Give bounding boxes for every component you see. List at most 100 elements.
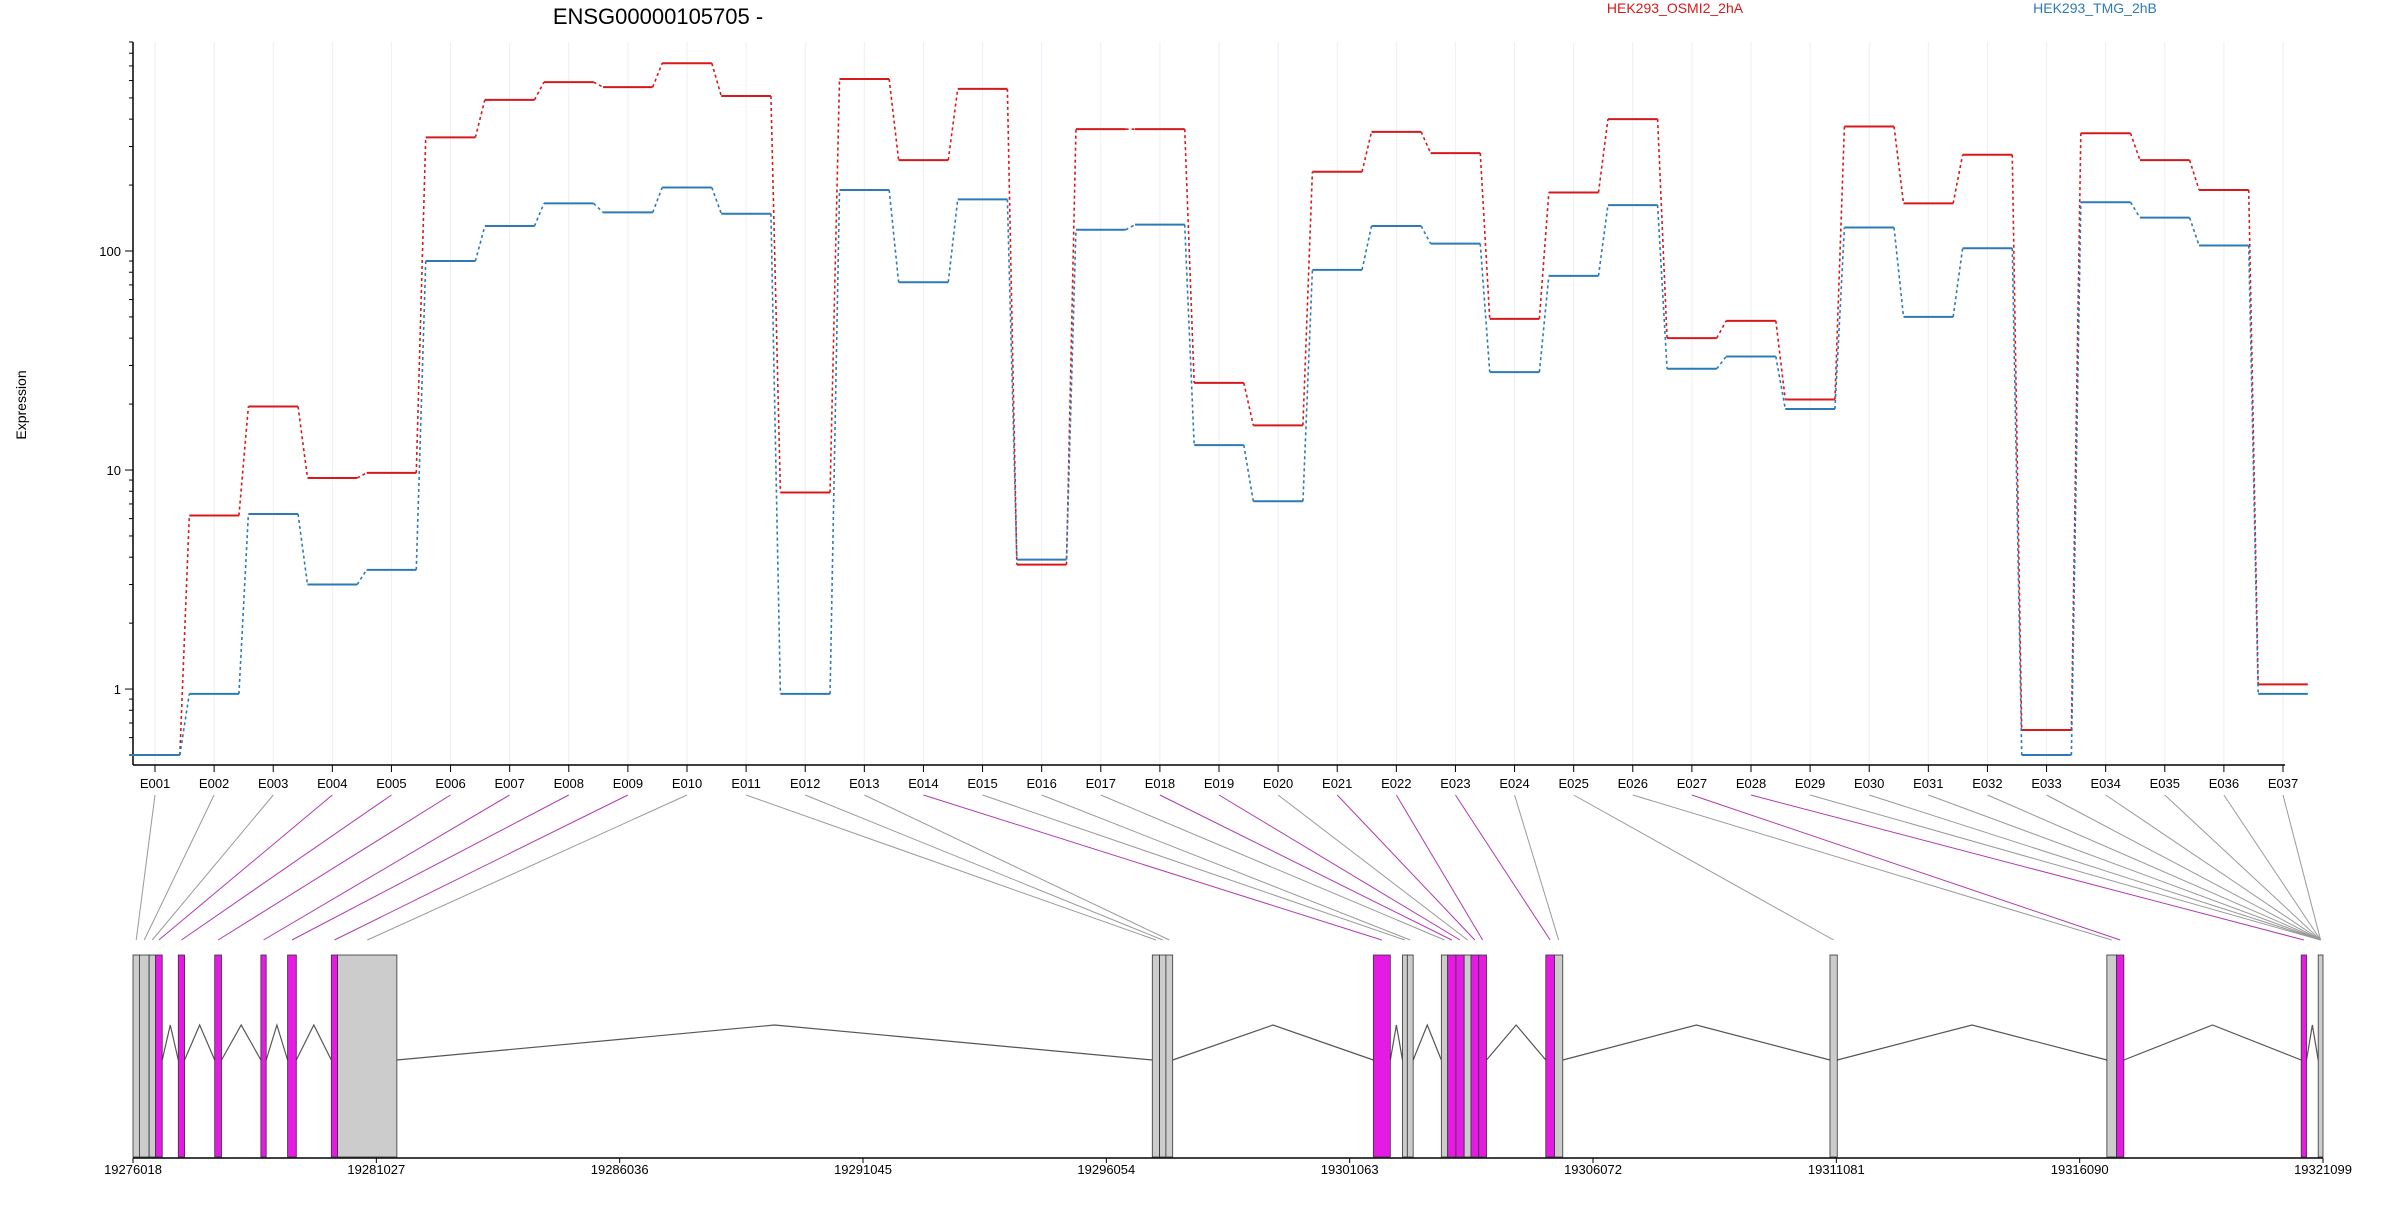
exon-box-E009: [330, 954, 339, 1158]
x-tick-label-E018: E018: [1145, 776, 1175, 791]
connector-E026: [1632, 794, 2112, 941]
connector-HEK293_TMG_2hB: [1893, 227, 1905, 318]
exon-box-E014: [1372, 954, 1391, 1158]
connector-E024: [1514, 794, 1560, 941]
coord-tick-label: 19316090: [2051, 1162, 2109, 1177]
intron: [1412, 1023, 1442, 1061]
exon-box-E016: [1406, 954, 1414, 1158]
exon-box-E024: [1554, 954, 1564, 1158]
connector-HEK293_TMG_2hB: [593, 202, 604, 214]
connector-HEK293_TMG_2hB: [1538, 275, 1550, 373]
connector-E008: [291, 794, 570, 941]
connector-HEK293_OSMI2_2hA: [1479, 153, 1491, 319]
connector-E034: [2105, 794, 2321, 941]
connector-HEK293_OSMI2_2hA: [1716, 320, 1727, 339]
y-axis-label: Expression: [13, 370, 29, 439]
exon-box-E011: [1151, 954, 1160, 1158]
coord-tick-label: 19321099: [2294, 1162, 2352, 1177]
connector-HEK293_TMG_2hB: [474, 225, 486, 262]
connector-HEK293_OSMI2_2hA: [1006, 88, 1018, 565]
connector-HEK293_OSMI2_2hA: [770, 96, 782, 493]
connector-HEK293_OSMI2_2hA: [651, 62, 663, 88]
gene-model-track: 19276018 19281027 19286036 19291045 19296054…: [104, 954, 2352, 1177]
legend-series-osmi: HEK293_OSMI2_2hA: [1607, 0, 1744, 16]
x-tick-label-E021: E021: [1322, 776, 1352, 791]
connector-HEK293_OSMI2_2hA: [1243, 382, 1255, 426]
connector-HEK293_TMG_2hB: [238, 513, 250, 694]
connector-HEK293_TMG_2hB: [2188, 217, 2200, 246]
connector-HEK293_OSMI2_2hA: [1656, 119, 1668, 339]
intron: [1389, 1024, 1404, 1061]
coord-tick-label: 19306072: [1564, 1162, 1622, 1177]
connector-HEK293_TMG_2hB: [2011, 248, 2023, 755]
connector-HEK293_TMG_2hB: [356, 569, 368, 585]
connector-E032: [1987, 794, 2321, 941]
x-tick-label-E004: E004: [317, 776, 347, 791]
connector-HEK293_TMG_2hB: [297, 513, 309, 585]
y-tick-label: 100: [99, 244, 121, 259]
x-tick-label-E016: E016: [1026, 776, 1056, 791]
exon-box-E010: [337, 954, 398, 1158]
y-tick-label: 10: [107, 463, 121, 478]
connector-E035: [2164, 794, 2321, 941]
connector-HEK293_TMG_2hB: [1183, 224, 1195, 446]
x-tick-label-E036: E036: [2209, 776, 2239, 791]
connector-HEK293_TMG_2hB: [1361, 225, 1373, 271]
x-tick-label-E023: E023: [1440, 776, 1470, 791]
connector-HEK293_TMG_2hB: [770, 213, 782, 694]
exon-box-E029: [2317, 954, 2324, 1158]
connector-HEK293_OSMI2_2hA: [1420, 131, 1432, 154]
series-HEK293_OSMI2_2hA: [130, 62, 2308, 756]
connector-HEK293_OSMI2_2hA: [829, 78, 841, 493]
exon-box-E017: [1440, 954, 1449, 1158]
connector-E002: [143, 794, 215, 941]
x-tick-label-E006: E006: [435, 776, 465, 791]
chart-title: ENSG00000105705 -: [553, 4, 763, 29]
x-tick-label-E002: E002: [199, 776, 229, 791]
x-tick-label-E030: E030: [1854, 776, 1884, 791]
exon-box-E004: [155, 954, 163, 1158]
connector-HEK293_OSMI2_2hA: [1361, 131, 1373, 172]
intron: [2123, 1024, 2302, 1061]
connector-HEK293_OSMI2_2hA: [888, 78, 900, 161]
connector-E016: [1041, 794, 1411, 941]
connector-HEK293_TMG_2hB: [1597, 205, 1609, 276]
connector-E015: [982, 794, 1406, 941]
gridlines: [154, 42, 2284, 765]
connector-HEK293_OSMI2_2hA: [2129, 132, 2141, 161]
intron: [265, 1022, 289, 1061]
x-tick-label-E017: E017: [1086, 776, 1116, 791]
x-tick-label-E029: E029: [1795, 776, 1825, 791]
connector-HEK293_OSMI2_2hA: [947, 88, 959, 161]
exon-box-E005: [177, 954, 185, 1158]
connector-E017: [1100, 794, 1445, 941]
exon-box-E027: [2116, 954, 2125, 1158]
intron: [1172, 1024, 1374, 1061]
exon-box-E008: [287, 954, 297, 1158]
connector-E018: [1159, 794, 1453, 941]
connector-E009: [334, 794, 629, 941]
x-tick-label-E005: E005: [376, 776, 406, 791]
connector-HEK293_OSMI2_2hA: [356, 472, 367, 479]
connector-HEK293_OSMI2_2hA: [2011, 154, 2023, 731]
connector-HEK293_OSMI2_2hA: [711, 63, 723, 97]
exon-box-E026: [2106, 954, 2117, 1158]
connector-HEK293_OSMI2_2hA: [1775, 320, 1787, 400]
x-tick-label-E034: E034: [2090, 776, 2120, 791]
connector-HEK293_TMG_2hB: [1243, 444, 1255, 502]
exon-box-E020: [1463, 954, 1472, 1158]
exon-box-E006: [214, 954, 222, 1158]
connector-E037: [2282, 794, 2322, 941]
connector-HEK293_TMG_2hB: [179, 693, 191, 756]
coord-tick-label: 19276018: [104, 1162, 162, 1177]
exon-box-E023: [1545, 954, 1555, 1158]
exon-box-E025: [1829, 954, 1838, 1158]
x-tick-label-E026: E026: [1618, 776, 1648, 791]
x-tick-label-E003: E003: [258, 776, 288, 791]
connector-E019: [1218, 794, 1461, 941]
connector-HEK293_TMG_2hB: [1775, 356, 1787, 410]
exon-box-E018: [1447, 954, 1457, 1158]
connector-HEK293_TMG_2hB: [1302, 269, 1314, 502]
connector-HEK293_TMG_2hB: [2247, 245, 2259, 694]
coord-tick-label: 19301063: [1321, 1162, 1379, 1177]
